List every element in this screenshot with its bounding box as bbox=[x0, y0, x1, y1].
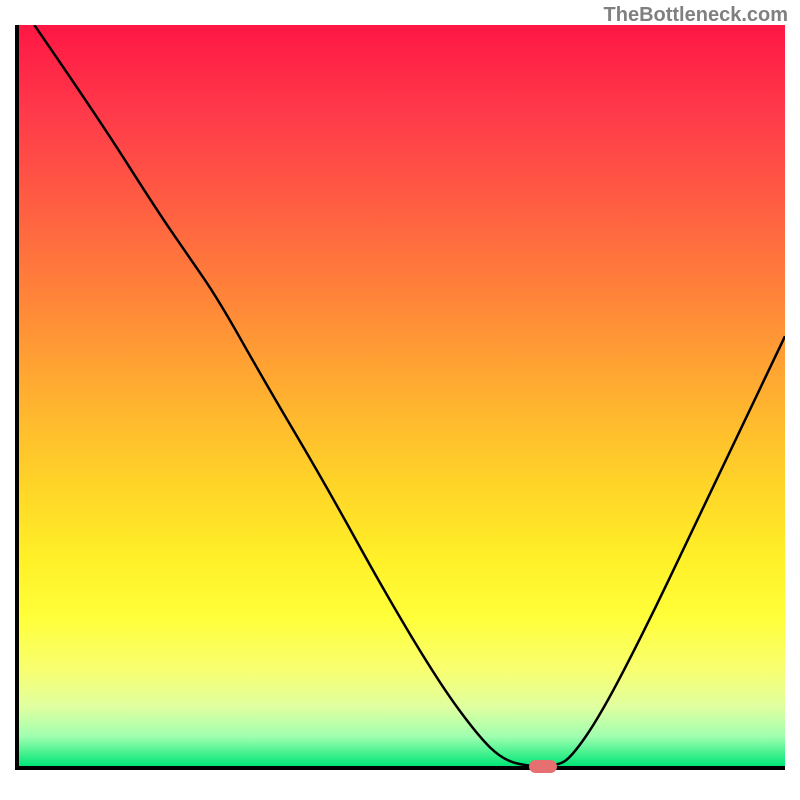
watermark-text: TheBottleneck.com bbox=[604, 4, 788, 27]
optimal-point-marker bbox=[529, 760, 557, 773]
bottleneck-curve bbox=[19, 25, 785, 766]
chart-plot-area bbox=[15, 25, 785, 770]
